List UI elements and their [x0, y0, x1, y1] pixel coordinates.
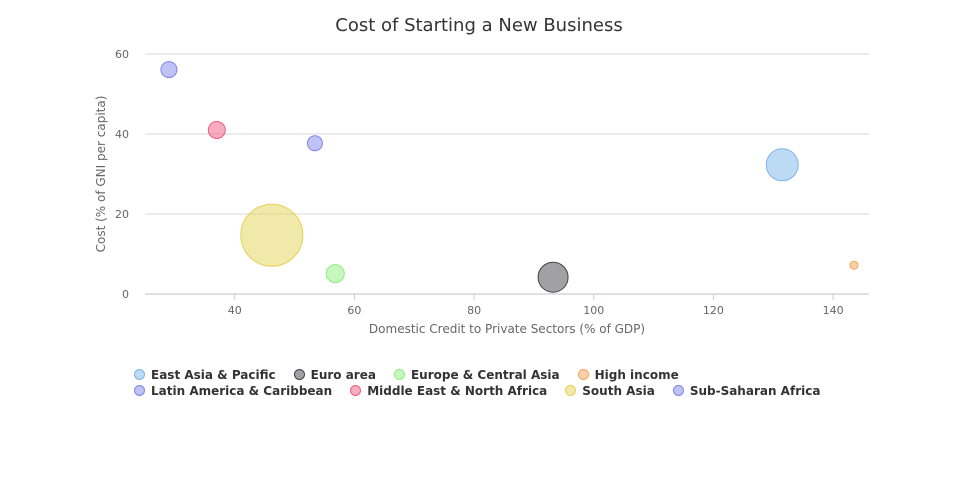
- legend-swatch-icon: [393, 369, 405, 380]
- legend-item[interactable]: East Asia & Pacific: [134, 368, 276, 382]
- legend-label: Euro area: [310, 368, 376, 382]
- legend-item[interactable]: Euro area: [293, 368, 376, 382]
- legend: East Asia & Pacific Euro area Europe & Cen…: [134, 364, 854, 398]
- gridlines: [145, 53, 869, 295]
- legend-label: East Asia & Pacific: [151, 368, 276, 382]
- legend-label: Europe & Central Asia: [410, 368, 560, 382]
- x-tick-label: 60: [347, 304, 361, 317]
- y-tick-label: 40: [115, 128, 129, 141]
- bubble-south-asia[interactable]: [240, 203, 304, 267]
- x-tick-label: 120: [703, 304, 724, 317]
- legend-label: Sub-Saharan Africa: [689, 384, 821, 398]
- y-axis-label: Cost (% of GNI per capita): [94, 96, 108, 253]
- legend-item[interactable]: Middle East & North Africa: [350, 384, 547, 398]
- legend-swatch-icon: [565, 385, 577, 396]
- legend-swatch-icon: [293, 369, 305, 380]
- chart-title: Cost of Starting a New Business: [335, 15, 623, 36]
- y-tick-label: 60: [115, 48, 129, 61]
- legend-swatch-icon: [350, 385, 362, 396]
- legend-label: South Asia: [582, 384, 655, 398]
- legend-item[interactable]: Sub-Saharan Africa: [672, 384, 821, 398]
- legend-label: Middle East & North Africa: [367, 384, 548, 398]
- bubble-sub-saharan-africa[interactable]: [306, 135, 323, 152]
- bubble-east-asia-pacific[interactable]: [765, 148, 799, 182]
- legend-item[interactable]: South Asia: [565, 384, 655, 398]
- bubble-latin-america-caribbean[interactable]: [160, 61, 178, 79]
- bubble-middle-east-north-africa[interactable]: [207, 121, 226, 139]
- legend-swatch-icon: [577, 369, 589, 380]
- x-tick-label: 100: [583, 304, 604, 317]
- bubble-europe-central-asia[interactable]: [325, 264, 345, 284]
- x-axis-label: Domestic Credit to Private Sectors (% of…: [369, 322, 645, 336]
- bubble-euro-area[interactable]: [537, 261, 569, 293]
- legend-row: Latin America & Caribbean Middle East & N…: [134, 380, 854, 398]
- legend-item[interactable]: High income: [577, 368, 679, 382]
- legend-item[interactable]: Latin America & Caribbean: [134, 384, 332, 398]
- legend-label: Latin America & Caribbean: [151, 384, 333, 398]
- x-tick-label: 140: [823, 304, 844, 317]
- x-tick-label: 40: [228, 304, 242, 317]
- legend-row: East Asia & Pacific Euro area Europe & Cen…: [134, 364, 854, 382]
- x-tick-label: 80: [467, 304, 481, 317]
- y-tick-label: 20: [115, 208, 129, 221]
- y-tick-label: 0: [122, 288, 129, 301]
- bubble-high-income[interactable]: [849, 260, 859, 270]
- legend-item[interactable]: Europe & Central Asia: [393, 368, 560, 382]
- legend-swatch-icon: [672, 385, 684, 396]
- bubbles: [160, 61, 859, 293]
- axes: 0 20 40 60 40 60 80 100 120 140: [115, 48, 844, 317]
- legend-swatch-icon: [134, 385, 145, 396]
- legend-label: High income: [594, 368, 679, 382]
- legend-swatch-icon: [134, 369, 145, 380]
